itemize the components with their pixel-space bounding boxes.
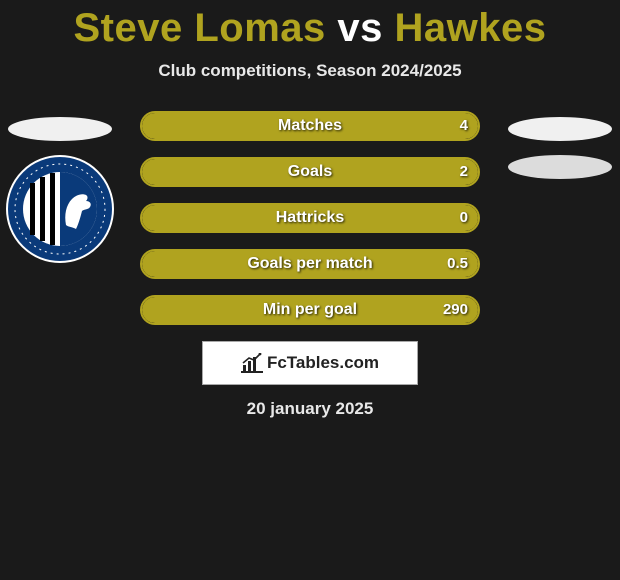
player1-name: Steve Lomas xyxy=(73,6,325,50)
stat-right-value: 0.5 xyxy=(447,251,468,277)
stat-label: Goals per match xyxy=(142,251,478,277)
player-oval-right-2 xyxy=(508,155,612,179)
player-oval-right-1 xyxy=(508,117,612,141)
stat-bar: Min per goal290 xyxy=(140,295,480,325)
date-text: 20 january 2025 xyxy=(0,399,620,419)
stat-label: Matches xyxy=(142,113,478,139)
chart-icon xyxy=(241,353,263,373)
subtitle: Club competitions, Season 2024/2025 xyxy=(0,61,620,81)
stat-bar: Matches4 xyxy=(140,111,480,141)
stat-label: Goals xyxy=(142,159,478,185)
stat-right-value: 2 xyxy=(460,159,468,185)
stat-right-value: 0 xyxy=(460,205,468,231)
stat-bar: Goals2 xyxy=(140,157,480,187)
player-oval-left xyxy=(8,117,112,141)
side-right xyxy=(500,111,620,193)
stat-label: Min per goal xyxy=(142,297,478,323)
stat-right-value: 4 xyxy=(460,113,468,139)
stat-bars: Matches4Goals2Hattricks0Goals per match0… xyxy=(140,111,480,325)
brand-box[interactable]: FcTables.com xyxy=(202,341,418,385)
brand-text: FcTables.com xyxy=(267,353,379,373)
side-left xyxy=(0,111,120,263)
stat-bar: Hattricks0 xyxy=(140,203,480,233)
stat-label: Hattricks xyxy=(142,205,478,231)
vs-text: vs xyxy=(337,6,383,50)
stat-right-value: 290 xyxy=(443,297,468,323)
page-title: Steve Lomas vs Hawkes xyxy=(0,0,620,51)
stat-bar: Goals per match0.5 xyxy=(140,249,480,279)
content: Matches4Goals2Hattricks0Goals per match0… xyxy=(0,111,620,419)
player2-name: Hawkes xyxy=(395,6,547,50)
club-badge xyxy=(6,155,114,263)
